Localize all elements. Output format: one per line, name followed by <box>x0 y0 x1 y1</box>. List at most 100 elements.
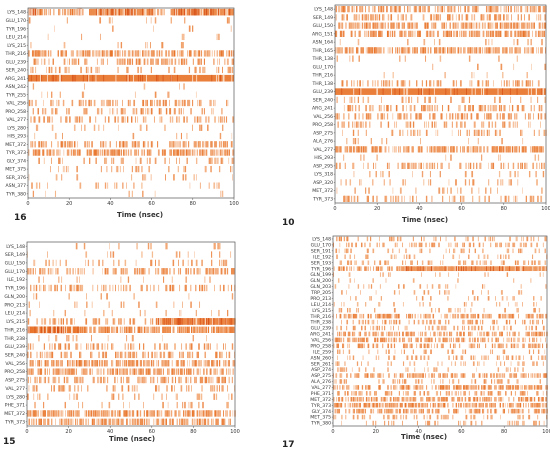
contact-mark <box>188 401 190 409</box>
contact-mark <box>179 376 181 384</box>
contact-mark <box>91 141 93 148</box>
contact-mark <box>356 302 359 307</box>
contact-mark <box>78 116 81 123</box>
contact-mark <box>84 141 85 148</box>
row-label: VAL_277 <box>6 117 26 123</box>
contact-mark <box>186 149 188 156</box>
contact-mark <box>428 5 431 13</box>
contact-mark <box>138 58 140 65</box>
contact-mark <box>521 162 524 170</box>
contact-mark <box>63 58 66 65</box>
contact-mark <box>481 284 484 289</box>
contact-mark <box>210 385 212 392</box>
contact-mark <box>405 88 407 95</box>
contact-mark <box>96 157 97 164</box>
contact-mark <box>494 236 495 242</box>
contact-mark <box>490 30 492 38</box>
contact-mark <box>351 242 353 248</box>
contact-mark <box>175 393 177 400</box>
contact-mark <box>431 284 434 289</box>
contact-mark <box>149 360 151 367</box>
contact-mark <box>165 284 167 292</box>
contact-mark <box>82 91 85 98</box>
contact-mark <box>34 376 36 384</box>
contact-mark <box>543 30 546 38</box>
contact-mark <box>521 80 524 87</box>
contact-mark <box>476 146 477 153</box>
contact-mark <box>167 58 169 65</box>
contact-mark <box>223 268 225 275</box>
contact-mark <box>173 174 175 181</box>
contact-mark <box>458 254 460 260</box>
contact-mark <box>194 326 196 333</box>
contact-mark <box>192 318 193 325</box>
contact-mark <box>91 360 94 367</box>
contact-mark <box>458 129 460 137</box>
contact-mark <box>145 50 147 57</box>
contact-mark <box>449 22 451 29</box>
contact-mark <box>35 99 37 107</box>
contact-mark <box>365 121 367 128</box>
contact-mark <box>177 360 179 367</box>
contact-mark <box>357 137 359 145</box>
row-label: THR_216 <box>311 73 333 79</box>
contact-mark <box>345 22 347 29</box>
contact-mark <box>187 268 189 275</box>
contact-mark <box>203 141 204 148</box>
contact-mark <box>397 195 400 203</box>
contact-mark <box>196 149 198 156</box>
row-ALA_276 <box>346 137 524 145</box>
contact-mark <box>370 104 372 112</box>
contact-mark <box>38 149 41 156</box>
contact-mark <box>470 22 473 29</box>
contact-mark <box>429 302 431 307</box>
contact-mark <box>384 260 386 265</box>
contact-mark <box>477 254 480 260</box>
contact-mark <box>387 104 389 112</box>
contact-mark <box>72 335 74 342</box>
contact-mark <box>98 351 100 359</box>
row-VAL_277 <box>30 116 234 123</box>
contact-mark <box>86 50 89 57</box>
contact-mark <box>472 47 474 54</box>
x-tick-label: 20 <box>374 206 380 212</box>
contact-mark <box>136 410 139 417</box>
contact-mark <box>195 318 197 325</box>
contact-mark <box>73 74 75 82</box>
contact-mark <box>338 266 341 271</box>
contact-mark <box>41 318 42 325</box>
contact-mark <box>111 8 113 16</box>
contact-mark <box>181 58 184 65</box>
contact-mark <box>471 187 473 194</box>
contact-mark <box>410 260 412 265</box>
contact-mark <box>90 410 92 417</box>
contact-mark <box>83 243 86 250</box>
contact-mark <box>108 17 111 24</box>
contact-mark <box>215 393 218 400</box>
contact-mark <box>138 58 141 65</box>
contact-mark <box>146 149 149 156</box>
contact-mark <box>350 248 352 254</box>
contact-mark <box>107 149 109 156</box>
contact-mark <box>367 22 369 29</box>
contact-mark <box>201 376 204 384</box>
contact-mark <box>216 418 218 425</box>
contact-mark <box>346 242 347 248</box>
row-LYS_148 <box>75 243 221 250</box>
contact-mark <box>408 96 410 104</box>
contact-mark <box>434 30 435 38</box>
contact-mark <box>222 149 223 156</box>
contact-mark <box>126 74 128 82</box>
contact-mark <box>150 58 153 65</box>
contact-mark <box>197 326 198 333</box>
contact-mark <box>46 66 47 74</box>
contact-mark <box>347 146 349 153</box>
contact-mark <box>481 22 483 29</box>
contact-mark <box>119 318 121 325</box>
contact-mark <box>45 141 47 148</box>
contact-mark <box>75 284 78 292</box>
contact-mark <box>179 268 182 275</box>
contact-mark <box>205 165 207 173</box>
contact-mark <box>103 410 106 417</box>
contact-mark <box>167 326 169 333</box>
